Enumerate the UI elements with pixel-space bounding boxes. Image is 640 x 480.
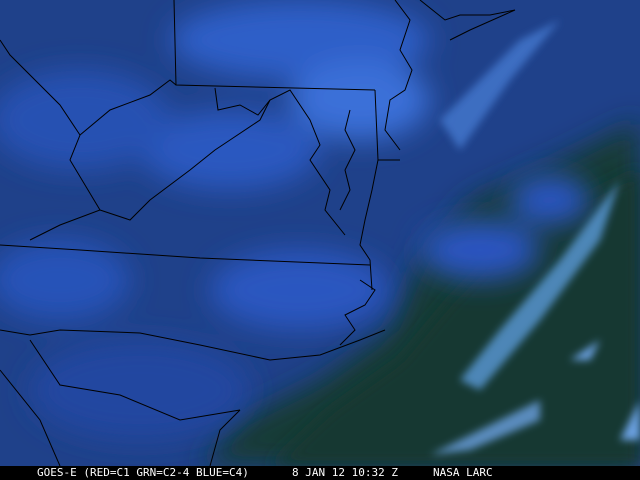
ocean-region-deep [270,170,640,466]
caption-bar: GOES-E (RED=C1 GRN=C2-4 BLUE=C4) 8 JAN 1… [0,466,640,480]
satellite-map [0,0,640,466]
cloud-layer [0,0,590,440]
credit-label: NASA LARC [433,466,493,479]
datetime-label: 8 JAN 12 10:32 Z [292,466,398,479]
state-borders [0,0,516,466]
satellite-channel-label: GOES-E (RED=C1 GRN=C2-4 BLUE=C4) [37,466,249,479]
high-cloud-streaks [430,20,640,455]
